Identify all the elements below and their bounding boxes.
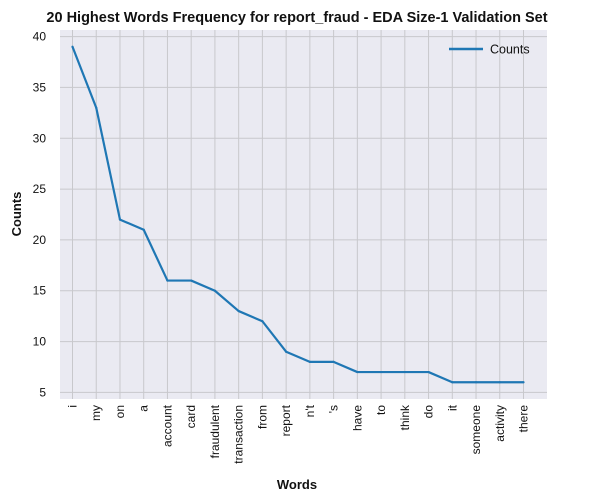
- y-tick-label: 10: [33, 335, 47, 349]
- chart-title: 20 Highest Words Frequency for report_fr…: [46, 10, 547, 26]
- data-point: [119, 218, 121, 220]
- x-tick-label: someone: [469, 405, 483, 455]
- data-point: [427, 371, 429, 373]
- data-point: [356, 371, 358, 373]
- x-tick-label: 's: [327, 405, 341, 413]
- data-point: [333, 361, 335, 363]
- data-point: [143, 229, 145, 231]
- data-point: [451, 381, 453, 383]
- x-tick-label: have: [350, 405, 364, 431]
- x-tick-label: my: [89, 405, 103, 421]
- x-axis-label: Words: [277, 477, 317, 492]
- y-tick-label: 5: [39, 385, 46, 399]
- data-point: [380, 371, 382, 373]
- y-tick-label: 20: [33, 233, 47, 247]
- data-point: [475, 381, 477, 383]
- x-tick-label: it: [445, 404, 459, 411]
- x-tick-label: think: [398, 404, 412, 430]
- data-point: [261, 320, 263, 322]
- y-tick-labels: 5 10 15 20 25 30 35 40: [33, 30, 47, 400]
- x-tick-label: on: [113, 405, 127, 418]
- y-tick-label: 15: [33, 284, 47, 298]
- x-tick-label: activity: [493, 405, 507, 442]
- y-tick-label: 40: [33, 30, 47, 44]
- x-tick-label: a: [137, 405, 151, 412]
- y-axis-label: Counts: [9, 192, 24, 237]
- data-point: [499, 381, 501, 383]
- y-tick-label: 35: [33, 80, 47, 94]
- plot-area: [60, 30, 547, 399]
- data-point: [522, 381, 524, 383]
- x-tick-label: fraudulent: [208, 404, 222, 458]
- y-tick-label: 25: [33, 182, 47, 196]
- data-point: [214, 290, 216, 292]
- data-point: [166, 279, 168, 281]
- data-point: [238, 310, 240, 312]
- legend-label: Counts: [490, 43, 530, 57]
- x-tick-label: account: [160, 404, 174, 447]
- data-point: [309, 361, 311, 363]
- data-point: [71, 46, 73, 48]
- x-tick-label: to: [374, 405, 388, 415]
- x-tick-label: i: [66, 405, 80, 408]
- x-tick-label: n't: [303, 404, 317, 417]
- x-tick-label: do: [422, 405, 436, 419]
- data-point: [190, 279, 192, 281]
- data-point: [95, 107, 97, 109]
- x-tick-label: report: [279, 404, 293, 436]
- y-tick-label: 30: [33, 131, 47, 145]
- x-tick-label: card: [184, 405, 198, 428]
- x-tick-labels: i my on a account card fraudulent transaction fr…: [66, 404, 531, 464]
- x-tick-label: there: [517, 405, 531, 433]
- data-point: [404, 371, 406, 373]
- x-tick-label: from: [255, 405, 269, 429]
- x-tick-label: transaction: [232, 405, 246, 464]
- data-point: [285, 351, 287, 353]
